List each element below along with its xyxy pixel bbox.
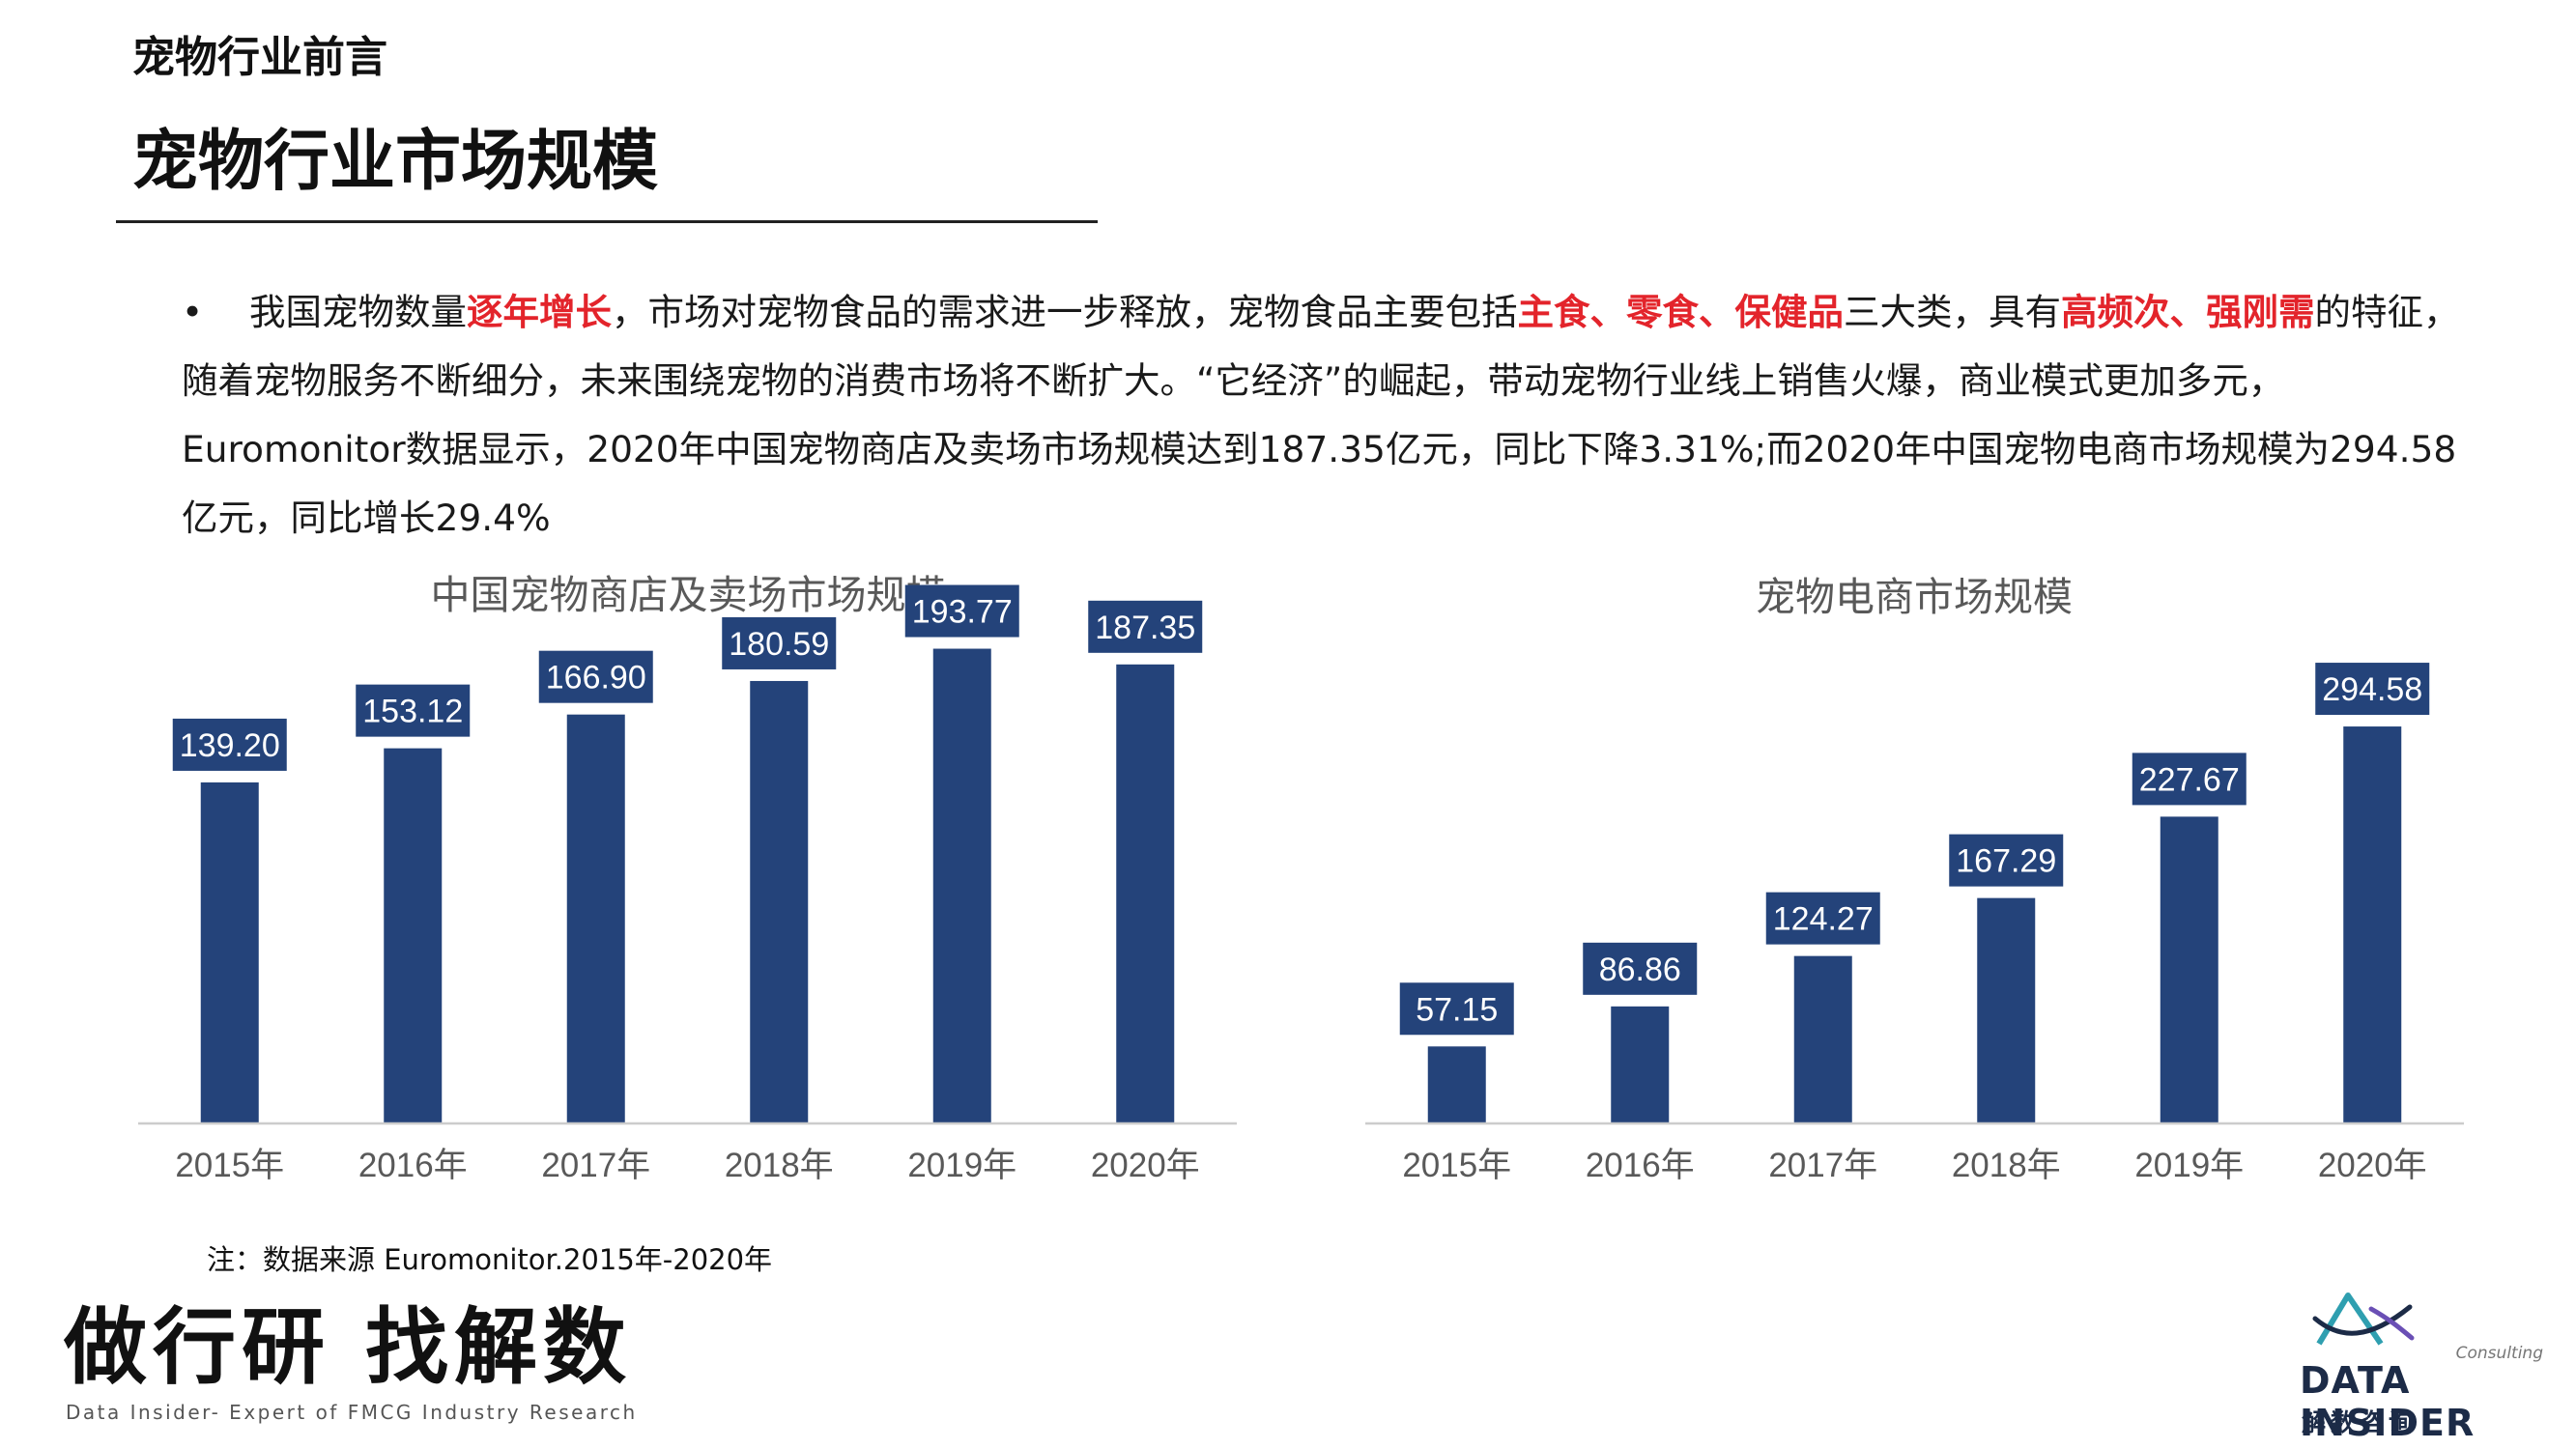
x-tick-2-2: 2017年 (1768, 1147, 1877, 1184)
data-label-bg-2-5 (2315, 663, 2430, 716)
data-label-bg-2-2 (1765, 892, 1880, 945)
data-label-1-1: 153.12 (362, 694, 463, 730)
data-label-bg-1-1 (356, 684, 471, 737)
bar-2-2019年 (2160, 816, 2218, 1123)
bar-2-2015年 (1427, 1046, 1486, 1123)
data-label-1-3: 180.59 (729, 626, 829, 663)
data-label-bg-1-5 (1088, 600, 1203, 653)
data-label-1-4: 193.77 (912, 594, 1013, 631)
intro-paragraph: • 我国宠物数量逐年增长，市场对宠物食品的需求进一步释放，宠物食品主要包括主食、… (182, 278, 2474, 553)
highlight-demand: 高频次、强刚需 (2061, 291, 2315, 333)
x-tick-1-1: 2016年 (358, 1147, 468, 1184)
bullet-icon: • (182, 291, 204, 333)
data-label-bg-2-1 (1583, 942, 1698, 995)
slogan: 做行研 找解数 (64, 1298, 632, 1396)
x-tick-1-3: 2018年 (725, 1147, 834, 1184)
bar-1-2016年 (384, 748, 443, 1123)
chart-title-1: 中国宠物商店及卖场市场规模 (431, 573, 946, 617)
x-tick-2-1: 2016年 (1586, 1147, 1695, 1184)
x-tick-1-0: 2015年 (175, 1147, 284, 1184)
x-tick-2-4: 2019年 (2134, 1147, 2244, 1184)
logo-consulting-text: Consulting (2455, 1344, 2543, 1363)
data-label-bg-2-4 (2132, 753, 2247, 806)
source-note: 注：数据来源 Euromonitor.2015年-2020年 (207, 1243, 773, 1276)
data-label-bg-1-3 (722, 616, 837, 669)
x-tick-1-4: 2019年 (907, 1147, 1016, 1184)
data-label-bg-2-3 (1949, 834, 2064, 887)
bar-2-2020年 (2343, 726, 2402, 1123)
page-title: 宠物行业市场规模 (132, 124, 659, 200)
highlight-growth: 逐年增长 (467, 291, 612, 333)
x-tick-2-5: 2020年 (2318, 1147, 2427, 1184)
data-label-2-3: 167.29 (1956, 843, 2056, 880)
bar-2-2017年 (1793, 955, 1852, 1123)
intro-text-3: 三大类，具有 (1844, 291, 2061, 333)
data-label-1-0: 139.20 (180, 727, 280, 764)
bar-charts: 中国宠物商店及卖场市场规模 139.20 2015年 153.12 2016年 166.9… (138, 573, 2464, 1184)
x-tick-1-5: 2020年 (1091, 1147, 1200, 1184)
bar-1-2017年 (566, 714, 625, 1123)
data-label-bg-2-0 (1399, 982, 1514, 1036)
highlight-food-types: 主食、零食、保健品 (1517, 291, 1845, 333)
triangle-wave-logo-icon (2312, 1293, 2415, 1346)
slogan-subtitle: Data Insider- Expert of FMCG Industry Re… (66, 1401, 638, 1424)
intro-text: 我国宠物数量逐年增长，市场对宠物食品的需求进一步释放，宠物食品主要包括主食、零食… (182, 278, 2474, 553)
intro-text-2: ，市场对宠物食品的需求进一步释放，宠物食品主要包括 (612, 291, 1518, 333)
bar-1-2020年 (1116, 664, 1175, 1123)
section-label: 宠物行业前言 (132, 33, 387, 82)
data-label-2-0: 57.15 (1416, 991, 1498, 1028)
bar-2-2016年 (1611, 1006, 1670, 1123)
chart-title-2: 宠物电商市场规模 (1756, 575, 2073, 619)
data-label-2-2: 124.27 (1773, 901, 1874, 938)
intro-text-1: 我国宠物数量 (249, 291, 467, 333)
data-label-1-5: 187.35 (1095, 610, 1195, 646)
intro-text-4: 的特征，随着宠物服务不断细分，未来围绕宠物的消费市场将不断扩大。“它经济”的崛起… (182, 291, 2460, 539)
data-insider-logo: Consulting DATA INSIDER 解数咨询 (2300, 1290, 2561, 1444)
x-tick-2-3: 2018年 (1952, 1147, 2061, 1184)
x-tick-2-0: 2015年 (1402, 1147, 1511, 1184)
x-tick-1-2: 2017年 (541, 1147, 650, 1184)
data-label-bg-1-0 (172, 718, 287, 771)
bar-1-2019年 (932, 648, 991, 1123)
bar-2-2018年 (1977, 897, 2036, 1123)
title-divider (116, 220, 1098, 223)
bar-1-2015年 (200, 781, 259, 1123)
data-label-2-4: 227.67 (2139, 761, 2240, 798)
data-label-2-5: 294.58 (2322, 671, 2422, 708)
logo-chinese-name: 解数咨询 (2302, 1408, 2419, 1436)
data-label-bg-1-4 (904, 584, 1019, 638)
logo-name: DATA INSIDER (2300, 1359, 2476, 1444)
data-label-1-2: 166.90 (546, 660, 646, 696)
bar-1-2018年 (750, 680, 809, 1123)
data-label-2-1: 86.86 (1599, 952, 1681, 988)
data-label-bg-1-2 (538, 650, 653, 703)
